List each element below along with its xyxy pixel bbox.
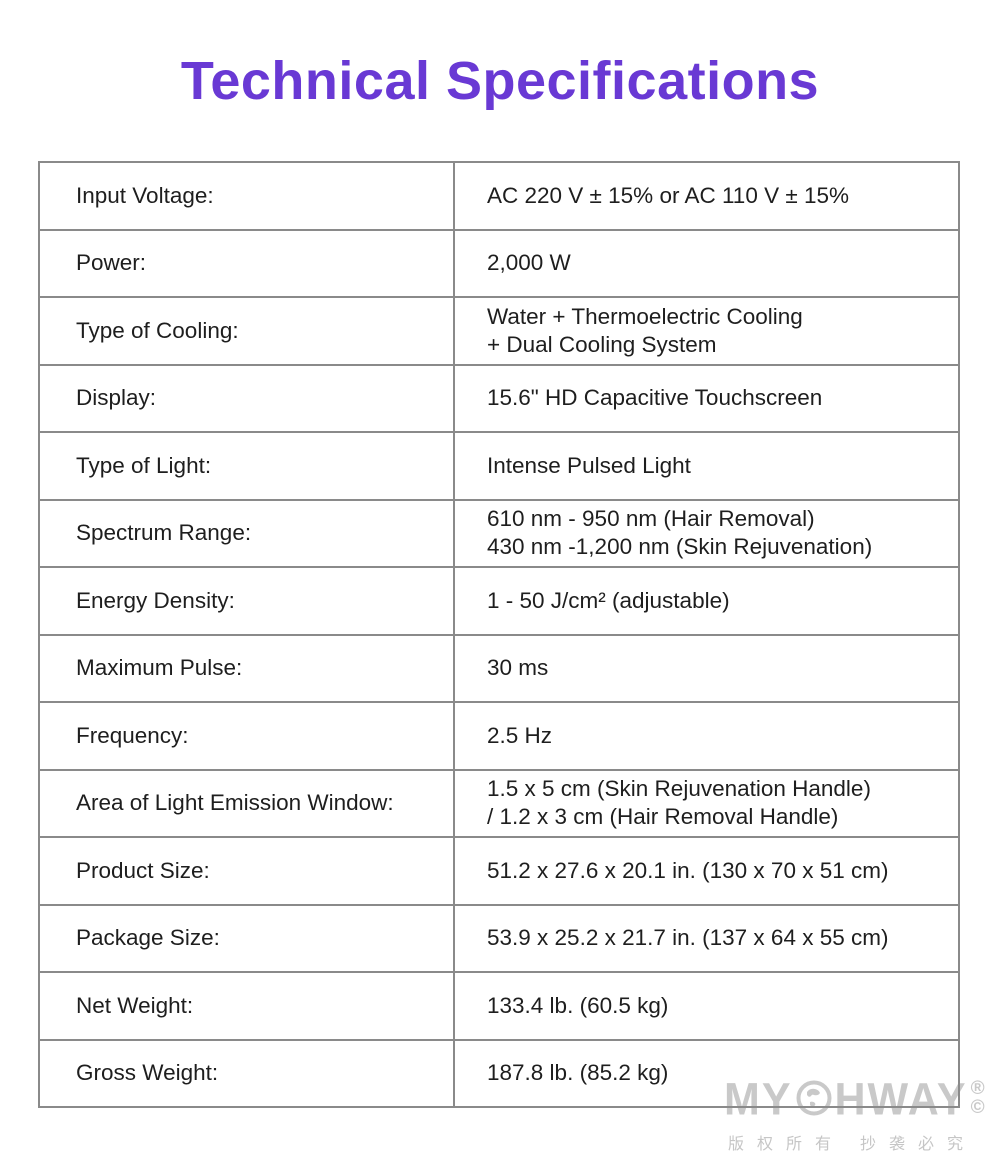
table-row: Net Weight: 133.4 lb. (60.5 kg) <box>38 971 960 1041</box>
watermark-cjk-left: 版权所有 <box>728 1136 845 1153</box>
spec-value: 30 ms <box>453 633 960 703</box>
spec-label: Maximum Pulse: <box>38 633 455 703</box>
spec-value: 15.6" HD Capacitive Touchscreen <box>453 363 960 433</box>
watermark-cjk-right: 抄袭必究 <box>859 1136 976 1153</box>
table-row: Product Size: 51.2 x 27.6 x 20.1 in. (13… <box>38 836 960 906</box>
page-title: Technical Specifications <box>180 51 820 111</box>
spec-value: 187.8 lb. (85.2 kg) <box>453 1038 960 1108</box>
spec-value: 2.5 Hz <box>453 701 960 771</box>
spec-value: 610 nm - 950 nm (Hair Removal) 430 nm -1… <box>453 498 960 568</box>
spec-label: Spectrum Range: <box>38 498 455 568</box>
spec-value: 1 - 50 J/cm² (adjustable) <box>453 566 960 636</box>
spec-label: Display: <box>38 363 455 433</box>
registered-icon: ® <box>970 1078 985 1099</box>
table-row: Type of Light: Intense Pulsed Light <box>38 431 960 501</box>
trademark-symbols: ® © <box>971 1079 985 1117</box>
spec-label: Product Size: <box>38 836 455 906</box>
spec-label: Power: <box>38 228 455 298</box>
table-row: Spectrum Range: 610 nm - 950 nm (Hair Re… <box>38 498 960 568</box>
table-row: Energy Density: 1 - 50 J/cm² (adjustable… <box>38 566 960 636</box>
table-row: Display: 15.6" HD Capacitive Touchscreen <box>38 363 960 433</box>
spec-value: 133.4 lb. (60.5 kg) <box>453 971 960 1041</box>
spec-label: Package Size: <box>38 903 455 973</box>
spec-value: 2,000 W <box>453 228 960 298</box>
table-row: Power: 2,000 W <box>38 228 960 298</box>
spec-value: AC 220 V ± 15% or AC 110 V ± 15% <box>453 161 960 231</box>
spec-value: 1.5 x 5 cm (Skin Rejuvenation Handle) / … <box>453 768 960 838</box>
spec-label: Net Weight: <box>38 971 455 1041</box>
copyright-icon: © <box>970 1097 985 1118</box>
spec-value: 53.9 x 25.2 x 21.7 in. (137 x 64 x 55 cm… <box>453 903 960 973</box>
watermark-cjk-line: 版权所有 抄袭必究 <box>724 1130 976 1154</box>
table-row: Package Size: 53.9 x 25.2 x 21.7 in. (13… <box>38 903 960 973</box>
spec-label: Gross Weight: <box>38 1038 455 1108</box>
specifications-table: Input Voltage: AC 220 V ± 15% or AC 110 … <box>38 161 960 1108</box>
spec-value: Water + Thermoelectric Cooling + Dual Co… <box>453 296 960 366</box>
spec-value: Intense Pulsed Light <box>453 431 960 501</box>
spec-label: Area of Light Emission Window: <box>38 768 455 838</box>
spec-label: Type of Light: <box>38 431 455 501</box>
spec-label: Frequency: <box>38 701 455 771</box>
spec-value: 51.2 x 27.6 x 20.1 in. (130 x 70 x 51 cm… <box>453 836 960 906</box>
table-row: Frequency: 2.5 Hz <box>38 701 960 771</box>
spec-label: Type of Cooling: <box>38 296 455 366</box>
table-row: Gross Weight: 187.8 lb. (85.2 kg) <box>38 1038 960 1108</box>
table-row: Type of Cooling: Water + Thermoelectric … <box>38 296 960 366</box>
spec-label: Input Voltage: <box>38 161 455 231</box>
table-row: Maximum Pulse: 30 ms <box>38 633 960 703</box>
table-row: Input Voltage: AC 220 V ± 15% or AC 110 … <box>38 161 960 231</box>
table-row: Area of Light Emission Window: 1.5 x 5 c… <box>38 768 960 838</box>
spec-label: Energy Density: <box>38 566 455 636</box>
